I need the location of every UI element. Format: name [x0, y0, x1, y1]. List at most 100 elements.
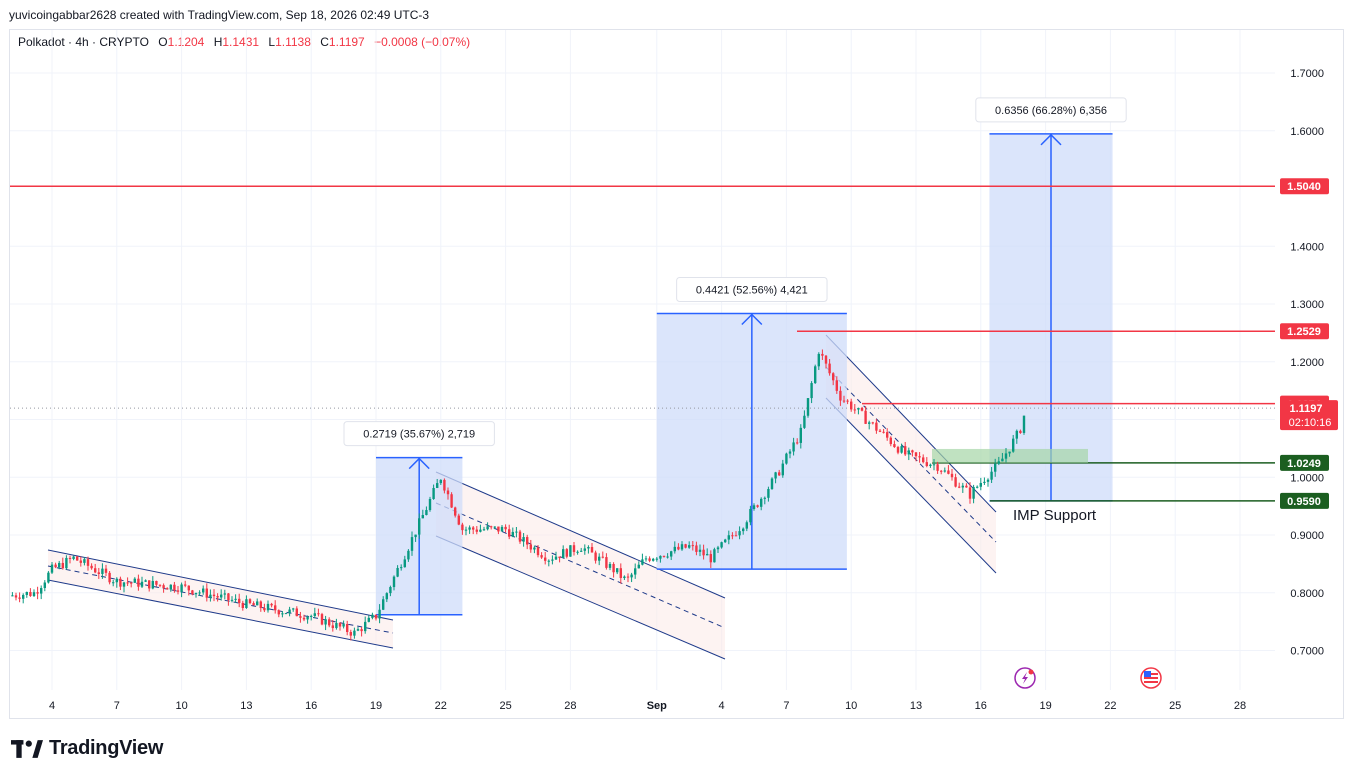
- candle-body: [1001, 458, 1004, 462]
- candle-body: [306, 616, 309, 620]
- candle-body: [641, 559, 644, 565]
- chart-attribution: yuvicoingabbar2628 created with TradingV…: [9, 8, 430, 22]
- candlestick-series: [11, 349, 1026, 641]
- candle-body: [666, 556, 669, 558]
- measure-arrow-head: [1040, 133, 1062, 146]
- chart-pane[interactable]: [9, 29, 1344, 719]
- time-tick-label: 22: [435, 700, 447, 712]
- ohlc-legend: Polkadot · 4h · CRYPTO O1.1204 H1.1431 L…: [18, 35, 470, 49]
- candle-body: [58, 562, 61, 568]
- time-tick-label: 7: [783, 700, 789, 712]
- candle-body: [695, 545, 698, 552]
- candle-body: [313, 613, 316, 616]
- candle-body: [137, 578, 140, 587]
- candle-body: [151, 580, 154, 589]
- candle-body: [241, 602, 244, 608]
- candle-body: [886, 432, 889, 438]
- candle-body: [839, 390, 842, 401]
- candle-body: [392, 576, 396, 588]
- candle-body: [936, 464, 939, 471]
- candle-body: [716, 547, 720, 550]
- candle-body: [122, 582, 126, 587]
- candle-body: [367, 617, 370, 622]
- candle-body: [940, 470, 943, 472]
- candle-body: [468, 527, 471, 530]
- channel-2-lower-line: [435, 535, 726, 660]
- candle-body: [191, 590, 194, 595]
- candle-body: [954, 477, 957, 487]
- candle-body: [709, 554, 712, 563]
- candle-body: [356, 629, 360, 631]
- candle-body: [644, 558, 648, 560]
- candle-body: [284, 613, 288, 615]
- candle-body: [673, 546, 676, 552]
- candle-body: [173, 584, 176, 591]
- candle-body: [817, 353, 820, 367]
- time-tick-label: 25: [499, 700, 511, 712]
- candle-body: [997, 461, 1000, 464]
- candle-body: [324, 619, 327, 625]
- candle-body: [752, 505, 756, 510]
- price-tick-label: 0.8000: [1290, 588, 1324, 600]
- horizontal-levels: 1.50401.25291.12741.02490.95901.119702:1…: [10, 178, 1338, 509]
- candle-body: [158, 584, 162, 586]
- candle-body: [230, 599, 234, 601]
- measure-label: 0.4421 (52.56%) 4,421: [696, 285, 808, 297]
- change-value: −0.0008 (−0.07%): [374, 35, 471, 49]
- candle-body: [965, 485, 968, 488]
- candle-body: [590, 547, 594, 553]
- channel-2-mid-line: [435, 502, 726, 629]
- candle-body: [162, 585, 165, 589]
- candle-body: [500, 526, 504, 532]
- candle-body: [425, 510, 428, 516]
- candle-body: [130, 582, 133, 584]
- candle-body: [922, 457, 925, 463]
- candle-body: [914, 452, 918, 457]
- candle-body: [266, 603, 270, 611]
- candle-body: [1019, 430, 1022, 433]
- candle-body: [990, 471, 993, 480]
- candle-body: [850, 401, 853, 410]
- candle-body: [864, 410, 867, 424]
- candle-body: [907, 450, 910, 455]
- candle-body: [83, 559, 86, 563]
- price-tick-label: 1.7000: [1290, 68, 1324, 80]
- candle-body: [774, 472, 777, 479]
- candle-body: [760, 498, 763, 507]
- candle-body: [904, 446, 907, 455]
- candle-body: [932, 464, 936, 466]
- candle-body: [572, 545, 576, 552]
- candle-body: [580, 550, 583, 552]
- candle-body: [551, 559, 554, 561]
- candle-body: [889, 437, 892, 445]
- tradingview-logo-icon: [11, 739, 43, 758]
- candle-body: [490, 526, 493, 528]
- candle-body: [464, 529, 468, 531]
- high-value: 1.1431: [222, 35, 260, 49]
- bar-countdown-label: 02:10:16: [1289, 417, 1332, 429]
- time-tick-label: 28: [1234, 700, 1246, 712]
- time-tick-label: 28: [564, 700, 576, 712]
- candle-body: [878, 430, 882, 432]
- candle-body: [634, 568, 637, 575]
- candle-body: [421, 515, 424, 519]
- candle-body: [529, 544, 532, 550]
- candle-body: [554, 556, 558, 560]
- candle-body: [104, 568, 108, 573]
- candle-body: [108, 572, 111, 583]
- candle-body: [29, 591, 32, 596]
- candle-body: [227, 593, 230, 601]
- lightning-event-icon[interactable]: [1014, 667, 1036, 689]
- measure-label: 0.2719 (35.67%) 2,719: [363, 429, 475, 441]
- low-key: L: [268, 35, 276, 49]
- candle-body: [796, 442, 799, 444]
- us-flag-event-icon[interactable]: [1140, 667, 1162, 689]
- candle-body: [698, 549, 702, 552]
- candle-body: [256, 601, 259, 606]
- candle-body: [277, 610, 280, 615]
- candle-body: [133, 578, 136, 583]
- tradingview-logo[interactable]: TradingView: [11, 737, 163, 760]
- candle-body: [947, 470, 950, 474]
- candle-body: [454, 507, 457, 516]
